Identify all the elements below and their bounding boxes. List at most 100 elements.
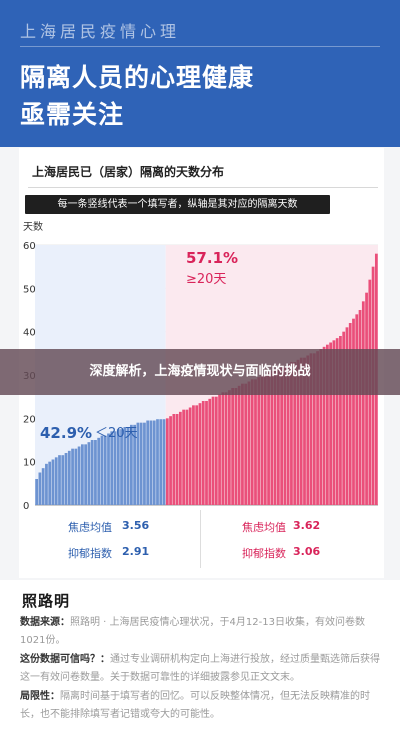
bar (342, 331, 346, 505)
y-tick-label: 0 (23, 501, 29, 512)
bar (237, 385, 241, 505)
bar (218, 394, 221, 505)
stats-divider (200, 510, 201, 568)
y-tick-label: 20 (23, 414, 36, 425)
chart-title: 上海居民已（居家）隔离的天数分布 (32, 165, 225, 179)
bar (198, 403, 202, 505)
bar (319, 349, 323, 505)
stat-left-anxiety-value: 3.56 (122, 519, 150, 532)
bar (290, 362, 293, 505)
source-paragraph: 数据来源：照路明 · 上海居民疫情心理状况，于4月12-13日收集，有效问卷数1… (20, 614, 388, 650)
bar (139, 422, 143, 505)
bar (172, 414, 176, 505)
group-under-20-percent: 42.9% (40, 424, 92, 442)
stat-right-anxiety-value: 3.62 (293, 519, 321, 532)
header-divider (20, 46, 380, 47)
bar (113, 431, 117, 505)
bar (280, 366, 284, 505)
bar (358, 310, 362, 505)
headline-line-1: 隔离人员的心理健康 (20, 63, 255, 92)
bar (45, 463, 48, 505)
bar (361, 301, 365, 505)
overlay-banner: 深度解析，上海疫情现状与面临的挑战 (0, 349, 400, 395)
stat-left-depression-label: 抑郁指数 (68, 547, 112, 560)
bar (156, 419, 159, 505)
bar (133, 424, 137, 505)
credibility-paragraph: 这份数据可信吗？：通过专业调研机构定向上海进行投放，经过质量甄选筛后获得这一有效… (20, 651, 388, 687)
bar (178, 411, 182, 505)
bar (64, 453, 68, 505)
title-divider (28, 187, 378, 188)
chart-note: 每一条竖线代表一个填写者，纵轴是其对应的隔离天数 (25, 195, 330, 214)
bar (58, 455, 61, 505)
bar (162, 419, 166, 505)
bar (107, 433, 110, 505)
y-tick-label: 60 (23, 241, 36, 252)
bar (123, 427, 127, 505)
bar (276, 368, 280, 505)
bar (48, 461, 52, 505)
stat-left-depression-value: 2.91 (122, 545, 150, 558)
bar (116, 429, 120, 505)
bar (365, 292, 368, 505)
bar (221, 392, 225, 505)
bar (120, 429, 123, 505)
bar (283, 366, 287, 505)
y-tick-label: 10 (23, 458, 36, 469)
bar (227, 390, 231, 505)
bar (299, 357, 303, 505)
bar (260, 375, 264, 505)
bar (84, 444, 88, 505)
group-over-20-condition: ≥20天 (186, 272, 226, 287)
bar (38, 472, 42, 505)
bar (231, 388, 235, 505)
bar (192, 405, 195, 505)
bar (103, 435, 107, 505)
headline-line-2: 亟需关注 (20, 100, 125, 129)
bar (61, 455, 65, 505)
bar (74, 448, 78, 505)
bar (159, 419, 163, 505)
stat-right-anxiety-label: 焦虑均值 (242, 521, 286, 534)
bar (195, 405, 199, 505)
bar (208, 398, 212, 505)
stat-left-anxiety-label: 焦虑均值 (68, 521, 112, 534)
bar (129, 424, 133, 505)
bar (97, 437, 101, 505)
y-axis-label: 天数 (23, 220, 43, 233)
bar (35, 479, 39, 505)
y-tick-label: 50 (23, 284, 36, 295)
limitation-label: 局限性： (20, 691, 60, 702)
group-under-20-condition: ＜20天 (95, 426, 138, 441)
bar (185, 409, 189, 505)
bar (325, 344, 329, 505)
bar (293, 362, 297, 505)
bar (352, 318, 355, 505)
bar (329, 342, 333, 505)
credibility-label: 这份数据可信吗？： (20, 654, 110, 665)
bar (67, 450, 71, 505)
bar (71, 448, 74, 505)
bar (309, 353, 313, 505)
bar (211, 396, 215, 505)
bar (234, 388, 238, 505)
bar (214, 396, 218, 505)
bar (273, 370, 277, 505)
bar (77, 446, 81, 505)
org-logo: 照路明 (22, 592, 71, 610)
bar (241, 383, 244, 505)
bar (100, 435, 104, 505)
group-over-20-percent: 57.1% (186, 249, 238, 267)
bar (263, 375, 267, 505)
overlay-banner-text: 深度解析，上海疫情现状与面临的挑战 (89, 364, 311, 379)
bar (51, 459, 55, 505)
source-text: 照路明 · 上海居民疫情心理状况，于4月12-13日收集，有效问卷数1021份。 (20, 617, 365, 646)
brand-title: 上海居民疫情心理 (20, 22, 181, 41)
bar (136, 422, 140, 505)
bar (267, 372, 270, 505)
limitation-paragraph: 局限性：隔离时间基于填写者的回忆。可以反映整体情况，但无法反映精准的时长，也不能… (20, 688, 388, 724)
bar (306, 355, 310, 505)
bar (355, 314, 359, 505)
bar (335, 338, 339, 505)
y-tick-label: 40 (23, 328, 36, 339)
